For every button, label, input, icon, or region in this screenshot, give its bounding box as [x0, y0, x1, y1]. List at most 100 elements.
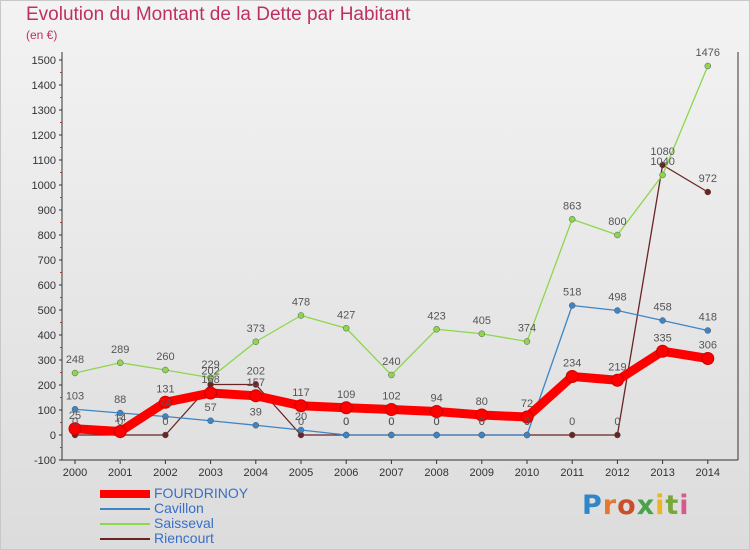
data-label-fourdrinoy: 131: [156, 383, 174, 395]
data-label-saisseval: 1476: [696, 47, 720, 59]
y-tick-label: 700: [38, 255, 56, 267]
logo-letter: i: [679, 490, 690, 521]
data-point-fourdrinoy: [204, 386, 218, 400]
x-tick-label: 2006: [334, 467, 358, 479]
data-point-cavillon: [162, 413, 169, 420]
data-label-riencourt: 0: [388, 416, 394, 428]
data-label-cavillon: 57: [204, 402, 216, 414]
logo-letter: t: [665, 490, 680, 521]
chart-title: Evolution du Montant de la Dette par Hab…: [26, 4, 411, 25]
y-tick-label: 1500: [32, 55, 56, 67]
data-point-riencourt: [659, 161, 666, 169]
data-label-cavillon: 0: [524, 416, 530, 428]
data-label-cavillon: 458: [653, 302, 671, 314]
data-label-saisseval: 423: [427, 310, 445, 322]
data-point-saisseval: [252, 338, 260, 345]
data-point-cavillon: [478, 431, 486, 439]
data-label-saisseval: 373: [247, 323, 265, 335]
logo-letter: o: [617, 490, 637, 521]
data-point-fourdrinoy: [656, 344, 670, 358]
x-tick-label: 2010: [515, 467, 539, 479]
data-point-fourdrinoy: [384, 403, 398, 416]
x-tick-label: 2003: [198, 467, 222, 479]
data-label-saisseval: 478: [292, 297, 310, 309]
data-label-saisseval: 229: [201, 359, 219, 371]
data-label-riencourt: 0: [162, 416, 168, 428]
data-point-cavillon: [207, 417, 214, 424]
logo-letter: x: [636, 490, 656, 521]
x-tick-label: 2011: [560, 467, 584, 479]
data-point-cavillon: [116, 409, 124, 417]
y-tick-label: 1200: [32, 130, 56, 142]
data-point-cavillon: [252, 422, 260, 429]
data-label-cavillon: 88: [114, 394, 126, 406]
y-tick-label: 600: [38, 280, 56, 292]
data-label-fourdrinoy: 219: [608, 361, 626, 373]
data-point-cavillon: [568, 302, 576, 309]
data-label-saisseval: 289: [111, 344, 129, 356]
data-label-riencourt: 0: [614, 416, 620, 428]
data-label-riencourt: 202: [201, 366, 219, 378]
data-point-cavillon: [704, 327, 712, 334]
data-label-fourdrinoy: 168: [201, 374, 219, 386]
data-point-fourdrinoy: [565, 370, 579, 383]
data-point-saisseval: [659, 171, 666, 179]
data-point-cavillon: [523, 431, 531, 439]
y-tick-label: 800: [38, 230, 56, 242]
data-label-saisseval: 260: [156, 351, 174, 363]
y-tick-label: 1100: [32, 155, 56, 167]
data-point-fourdrinoy: [158, 395, 172, 409]
data-point-fourdrinoy: [430, 405, 444, 418]
data-label-saisseval: 240: [382, 356, 400, 368]
data-label-saisseval: 863: [563, 200, 581, 212]
x-tick-label: 2001: [108, 467, 132, 479]
data-point-riencourt: [704, 188, 712, 196]
data-label-saisseval: 800: [608, 216, 626, 228]
data-label-fourdrinoy: 157: [247, 377, 265, 389]
data-label-saisseval: 1040: [650, 156, 674, 168]
y-tick-label: 1400: [32, 80, 56, 92]
legend-swatch-saisseval: [100, 523, 150, 525]
data-point-cavillon: [342, 431, 350, 439]
data-label-fourdrinoy: 335: [653, 332, 671, 344]
data-label-riencourt: 0: [569, 416, 575, 428]
data-label-riencourt: 0: [524, 416, 530, 428]
y-tick-label: 100: [38, 405, 56, 417]
x-tick-label: 2009: [470, 467, 494, 479]
data-label-cavillon: 74: [159, 398, 171, 410]
data-point-riencourt: [252, 381, 260, 388]
logo-letter: r: [602, 490, 618, 521]
data-label-cavillon: 39: [250, 406, 262, 418]
data-label-cavillon: 518: [563, 287, 581, 299]
data-point-saisseval: [704, 62, 712, 70]
legend-label: FOURDRINOY: [154, 485, 249, 501]
data-point-saisseval: [433, 326, 440, 333]
data-point-saisseval: [478, 330, 486, 337]
data-label-fourdrinoy: 102: [382, 391, 400, 403]
data-label-fourdrinoy: 80: [476, 396, 488, 408]
data-label-cavillon: 0: [343, 416, 349, 428]
data-point-riencourt: [162, 431, 169, 439]
data-label-cavillon: 418: [699, 312, 717, 324]
data-point-fourdrinoy: [701, 352, 715, 365]
x-tick-label: 2014: [696, 467, 720, 479]
data-label-saisseval: 405: [473, 315, 491, 327]
data-label-fourdrinoy: 234: [563, 358, 581, 370]
data-label-riencourt: 202: [247, 366, 265, 378]
data-label-cavillon: 0: [388, 416, 394, 428]
data-point-riencourt: [568, 431, 576, 439]
x-tick-label: 2008: [424, 467, 448, 479]
data-point-saisseval: [614, 231, 621, 239]
x-tick-label: 2012: [605, 467, 629, 479]
y-tick-label: 200: [38, 380, 56, 392]
data-label-cavillon: 498: [608, 292, 626, 304]
data-label-saisseval: 427: [337, 309, 355, 321]
data-point-fourdrinoy: [339, 401, 353, 415]
data-label-cavillon: 103: [66, 390, 84, 402]
data-label-riencourt: 0: [434, 416, 440, 428]
legend-label: Cavillon: [154, 500, 204, 516]
legend-swatch-riencourt: [100, 538, 150, 540]
data-label-fourdrinoy: 117: [292, 387, 310, 399]
data-point-cavillon: [297, 426, 305, 434]
data-point-saisseval: [207, 374, 214, 381]
